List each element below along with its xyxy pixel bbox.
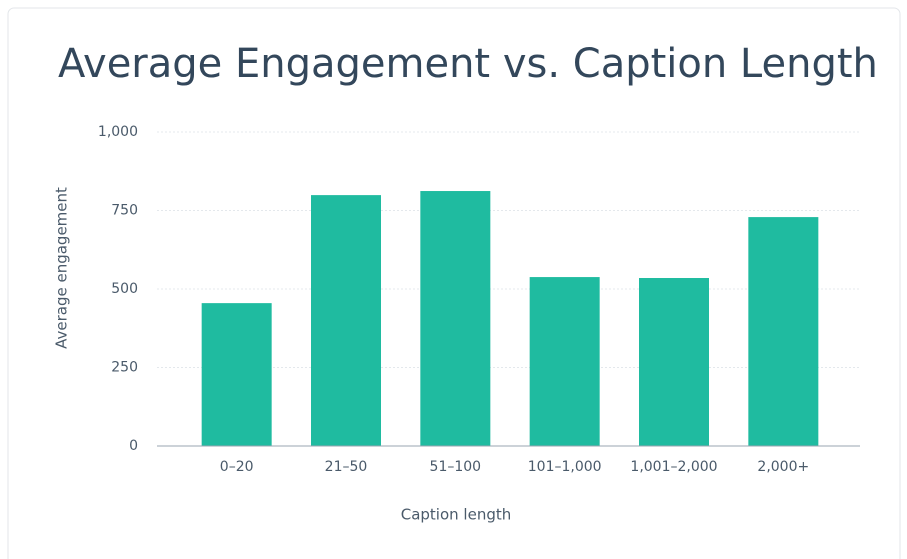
bar [529,277,600,446]
x-tick-label: 21–50 [325,459,368,475]
x-tick-label: 101–1,000 [528,459,602,475]
y-axis-label: Average engagement [53,187,71,349]
bar [311,195,381,446]
x-tick-label: 0–20 [220,459,254,475]
chart-title: Average Engagement vs. Caption Length [58,41,878,87]
bar [201,303,272,446]
x-axis-label: Caption length [401,506,512,524]
y-tick-label: 250 [111,360,138,376]
y-tick-label: 500 [111,281,138,297]
y-tick-label: 0 [129,438,138,454]
bar [748,217,819,446]
y-tick-label: 1,000 [98,124,138,140]
bar [639,278,709,446]
x-tick-label: 51–100 [430,459,482,475]
x-tick-label: 2,000+ [757,459,809,475]
x-tick-label: 1,001–2,000 [630,459,717,475]
bar [420,191,491,446]
y-tick-label: 750 [111,203,138,219]
